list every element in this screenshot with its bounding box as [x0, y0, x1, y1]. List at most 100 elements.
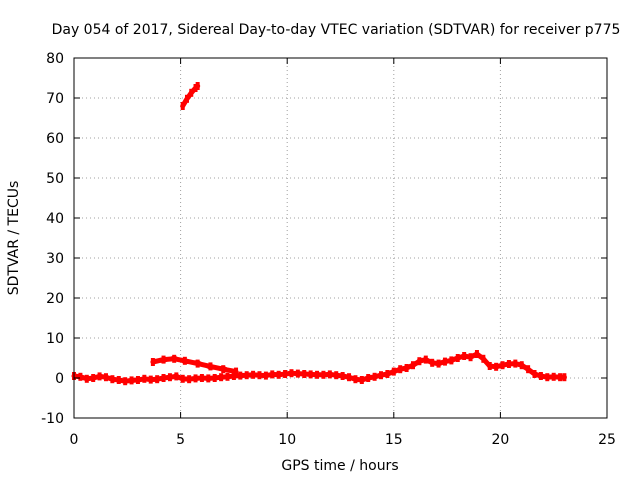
data-point	[199, 374, 204, 382]
data-point	[221, 365, 226, 374]
data-point	[410, 361, 415, 370]
data-point	[180, 102, 185, 110]
plot-frame	[73, 57, 608, 419]
data-point	[187, 375, 192, 384]
data-point	[398, 365, 403, 374]
data-point	[474, 350, 479, 358]
x-tick-label: 5	[176, 432, 185, 448]
data-point	[562, 373, 567, 382]
data-point	[180, 374, 185, 383]
data-point	[174, 372, 179, 381]
data-point	[276, 370, 281, 379]
data-point	[366, 374, 371, 382]
data-point	[97, 372, 102, 381]
data-point	[423, 355, 428, 364]
data-point	[193, 84, 198, 92]
y-tick-label: 40	[46, 211, 64, 227]
data-point	[195, 82, 200, 90]
y-tick-label: 10	[46, 331, 64, 347]
data-point	[142, 374, 147, 383]
data-point	[506, 360, 511, 368]
data-point	[538, 372, 543, 380]
data-point	[513, 359, 518, 368]
y-axis-label: SDTVAR / TECUs	[6, 181, 22, 296]
x-ticks: 0 5 10 15 20 25	[70, 58, 616, 448]
data-point	[289, 369, 294, 378]
y-tick-label: 80	[46, 51, 64, 67]
data-point	[244, 371, 249, 380]
data-point	[251, 370, 256, 379]
data-point	[257, 371, 262, 380]
data-point	[468, 353, 473, 362]
data-point	[295, 369, 300, 378]
data-point	[161, 374, 166, 382]
data-point	[189, 88, 194, 97]
data-point	[359, 376, 364, 384]
data-point	[308, 370, 313, 379]
data-point	[155, 375, 160, 384]
data-point	[442, 357, 447, 366]
data-point	[116, 376, 121, 384]
data-point	[161, 355, 166, 364]
data-point	[193, 374, 198, 383]
data-point	[206, 374, 211, 383]
data-point	[519, 361, 524, 370]
data-point	[391, 367, 396, 376]
data-point	[167, 373, 172, 382]
data-point	[430, 358, 435, 367]
data-point	[417, 357, 422, 366]
data-point	[455, 354, 460, 362]
data-point	[78, 372, 83, 381]
data-point	[283, 370, 288, 378]
y-tick-label: 50	[46, 171, 64, 187]
data-point	[208, 362, 213, 371]
data-point	[84, 374, 89, 383]
y-ticks: -10 0 10 20 30 40 50 60 70 80	[41, 51, 607, 427]
data-point	[334, 371, 339, 380]
data-point	[302, 370, 307, 378]
data-point	[238, 371, 243, 380]
data-point	[129, 376, 134, 385]
y-tick-label: 70	[46, 91, 64, 107]
data-point	[404, 364, 409, 372]
data-point	[372, 372, 377, 381]
data-point	[321, 370, 326, 379]
y-tick-label: 0	[55, 371, 64, 387]
data-point	[184, 94, 189, 103]
data-point	[225, 372, 230, 381]
data-point	[385, 370, 390, 378]
data-point	[110, 375, 115, 384]
data-point	[270, 370, 275, 379]
chart-title: Day 054 of 2017, Sidereal Day-to-day VTE…	[52, 22, 621, 38]
data-point	[340, 372, 345, 380]
data-point	[487, 362, 492, 370]
data-point	[449, 356, 454, 365]
data-layer	[71, 82, 567, 386]
data-point	[500, 361, 505, 370]
data-point	[91, 374, 96, 382]
data-point	[172, 354, 177, 363]
data-point	[558, 373, 563, 382]
x-axis-label: GPS time / hours	[281, 458, 398, 474]
x-tick-label: 10	[278, 432, 296, 448]
data-point	[219, 373, 224, 382]
data-point	[148, 375, 153, 384]
data-point	[231, 372, 236, 380]
y-tick-label: 30	[46, 251, 64, 267]
data-point	[436, 359, 441, 368]
y-tick-label: 60	[46, 131, 64, 147]
x-tick-label: 25	[598, 432, 616, 448]
data-point	[135, 376, 140, 384]
data-point	[532, 370, 537, 378]
data-point	[150, 358, 155, 366]
data-point	[195, 359, 200, 368]
data-point	[494, 362, 499, 371]
data-point	[327, 370, 332, 379]
data-point	[315, 370, 320, 379]
x-tick-label: 15	[385, 432, 403, 448]
data-point	[234, 367, 239, 376]
data-point	[481, 354, 486, 363]
data-point	[123, 377, 128, 386]
data-point	[182, 356, 187, 365]
